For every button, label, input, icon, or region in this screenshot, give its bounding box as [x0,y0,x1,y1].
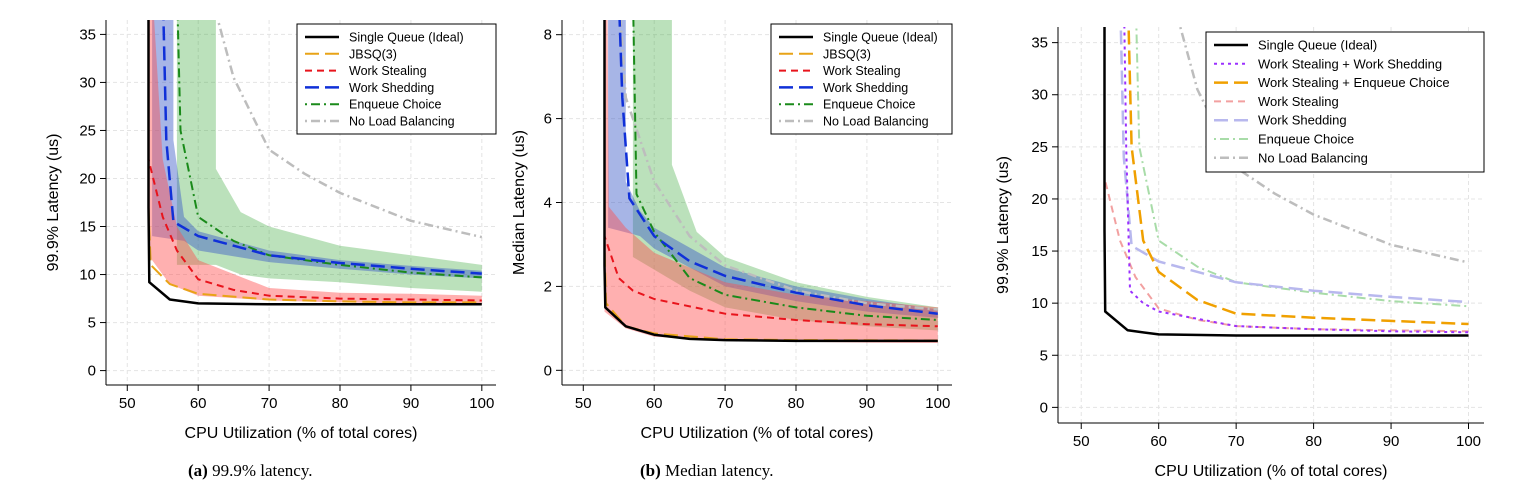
y-tick-label: 0 [88,363,96,380]
series-line [1123,27,1469,334]
x-axis-label: CPU Utilization (% of total cores) [185,425,418,442]
legend-label: Work Stealing + Work Shedding [1258,56,1442,71]
y-tick-label: 20 [79,170,96,187]
series-line [1103,27,1469,337]
legend-label: Work Stealing [349,64,427,78]
confidence-band [148,20,482,305]
x-axis-label: CPU Utilization (% of total cores) [1155,463,1388,480]
x-tick-label: 70 [717,395,734,412]
series-line [176,20,482,279]
series-line [1178,27,1469,264]
series-line [603,20,938,343]
legend-label: No Load Balancing [349,115,455,129]
caption-b: (b) Median latency. [640,461,774,480]
legend-label: Work Shedding [823,81,908,95]
series-line [147,20,482,302]
y-tick-label: 5 [88,315,96,332]
y-tick-label: 30 [79,74,96,91]
x-tick-label: 50 [119,395,136,412]
legend-label: JBSQ(3) [349,47,397,61]
legend-label: Enqueue Choice [349,98,441,112]
y-tick-label: 0 [1040,399,1048,416]
x-tick-label: 100 [469,395,494,412]
x-tick-label: 100 [925,395,950,412]
x-tick-label: 80 [1305,433,1322,450]
y-tick-label: 15 [1031,243,1048,260]
legend-box [296,23,497,135]
x-tick-label: 70 [261,395,278,412]
plot-area [603,20,938,343]
y-tick-label: 25 [79,122,96,139]
legend: Single Queue (Ideal) JBSQ(3) Work Stealing… [770,23,953,135]
confidence-band [632,20,938,331]
legend-box [770,23,953,135]
y-tick-label: 25 [1031,139,1048,156]
legend-label: No Load Balancing [823,115,929,129]
series-line [618,20,938,315]
legend-label: Work Stealing + Enqueue Choice [1258,75,1450,90]
chart-panel-1: 50 60 70 80 90 100 0 5 10 15 20 25 30 35 CPU Utilizati… [45,20,497,442]
y-tick-label: 30 [1031,87,1048,104]
legend-label: Single Queue (Ideal) [823,31,938,45]
x-tick-label: 50 [575,395,592,412]
legend-box [1205,31,1485,173]
legend-label: Work Shedding [1258,113,1347,128]
legend-label: JBSQ(3) [823,47,871,61]
legend-label: Enqueue Choice [1258,132,1354,147]
series-line [1103,27,1469,333]
legend-label: No Load Balancing [1258,150,1368,165]
y-tick-label: 5 [1040,347,1048,364]
y-tick-label: 35 [79,26,96,43]
x-axis-label: CPU Utilization (% of total cores) [641,425,874,442]
chart-panel-3: 50 60 70 80 90 100 0 5 10 15 20 25 30 35 CPU Utilizati… [995,27,1485,480]
y-tick-label: 10 [79,267,96,284]
confidence-band [604,20,938,343]
y-tick-label: 8 [544,27,552,44]
legend-label: Work Stealing [823,64,901,78]
y-tick-label: 10 [1031,295,1048,312]
x-tick-label: 100 [1456,433,1481,450]
legend-label: Single Queue (Ideal) [1258,38,1377,53]
x-tick-label: 90 [859,395,876,412]
caption-a: (a) 99.9% latency. [188,461,313,480]
y-axis-label: Median Latency (us) [511,130,528,275]
confidence-band [176,20,482,292]
series-line [603,20,938,328]
y-tick-label: 6 [544,111,552,128]
x-tick-label: 90 [1383,433,1400,450]
y-axis-label: 99.9% Latency (us) [45,134,62,272]
legend-label: Enqueue Choice [823,98,915,112]
y-tick-label: 35 [1031,35,1048,52]
series-line [162,20,482,275]
y-tick-label: 2 [544,278,552,295]
legend-label: Single Queue (Ideal) [349,31,464,45]
x-tick-label: 60 [190,395,207,412]
y-tick-label: 0 [544,362,552,379]
x-tick-label: 90 [403,395,420,412]
series-line [147,20,482,306]
series-line [1119,27,1469,304]
plot-area [1103,27,1469,337]
y-axis-label: 99.9% Latency (us) [995,156,1012,294]
legend: Single Queue (Ideal) JBSQ(3) Work Stealing… [296,23,497,135]
series-line [216,20,483,239]
series-line [1135,27,1469,308]
x-tick-label: 60 [646,395,663,412]
y-tick-label: 4 [544,195,552,212]
x-tick-label: 70 [1228,433,1245,450]
plot-area [147,20,483,306]
series-line [1127,27,1469,326]
legend: Single Queue (Ideal) Work Stealing + Work… [1205,31,1485,173]
legend-label: Work Stealing [1258,94,1339,109]
chart-panel-2: 50 60 70 80 90 100 0 2 4 6 8 CPU Utilization (% of … [511,20,953,442]
legend-label: Work Shedding [349,81,434,95]
x-tick-label: 50 [1073,433,1090,450]
y-tick-label: 15 [79,219,96,236]
x-tick-label: 80 [788,395,805,412]
y-tick-label: 20 [1031,191,1048,208]
x-tick-label: 60 [1150,433,1167,450]
x-tick-label: 80 [332,395,349,412]
